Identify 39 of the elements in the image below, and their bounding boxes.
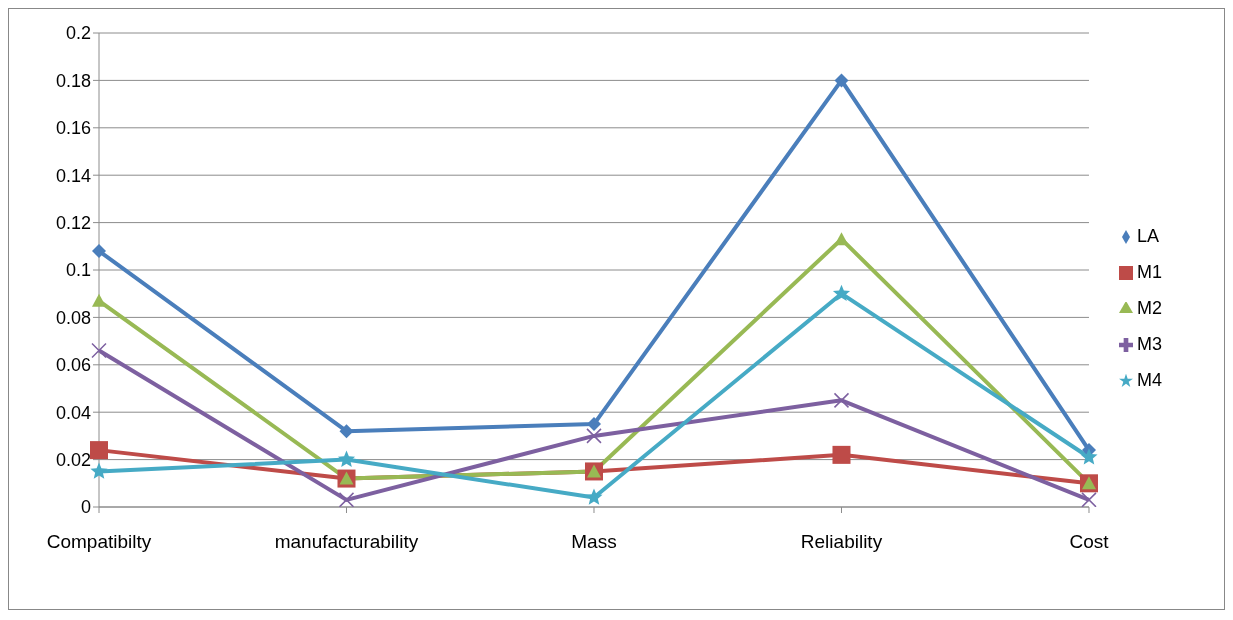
point — [337, 450, 356, 467]
point — [92, 244, 106, 259]
y-tick-label: 0.18 — [55, 70, 91, 91]
legend-label: M4 — [1136, 370, 1162, 390]
y-tick-label: 0.08 — [55, 307, 91, 328]
legend-label: LA — [1136, 226, 1160, 246]
y-tick-label: 0.14 — [55, 165, 91, 186]
x-tick-label: Mass — [571, 531, 617, 553]
y-tick-label: 0.06 — [55, 355, 91, 376]
point — [586, 417, 601, 432]
point — [834, 232, 849, 246]
point — [338, 492, 355, 507]
y-tick-label: 0 — [80, 497, 91, 518]
y-tick-label: 0.1 — [65, 260, 91, 281]
point — [832, 284, 851, 301]
point — [92, 293, 106, 307]
point — [832, 445, 851, 464]
point — [339, 424, 354, 439]
point — [90, 462, 108, 479]
legend-label: M3 — [1136, 334, 1162, 354]
point — [586, 428, 602, 444]
x-tick-label: Reliability — [800, 531, 883, 553]
point — [833, 392, 850, 409]
x-tick-label: manufacturability — [274, 531, 419, 553]
point — [1080, 448, 1098, 465]
point — [91, 342, 107, 359]
point — [834, 73, 849, 88]
y-tick-label: 0.16 — [55, 118, 91, 139]
x-tick-label: Compatibilty — [46, 531, 152, 553]
y-tick-label: 0.12 — [55, 212, 91, 233]
x-tick-label: Cost — [1069, 531, 1110, 553]
legend-label: M1 — [1136, 262, 1162, 282]
y-tick-label: 0.02 — [55, 449, 91, 470]
point — [585, 488, 603, 505]
y-tick-label: 0.2 — [65, 23, 91, 44]
point — [1081, 492, 1097, 507]
legend-label: M2 — [1136, 298, 1162, 318]
point — [90, 441, 108, 460]
y-tick-label: 0.04 — [55, 402, 91, 423]
